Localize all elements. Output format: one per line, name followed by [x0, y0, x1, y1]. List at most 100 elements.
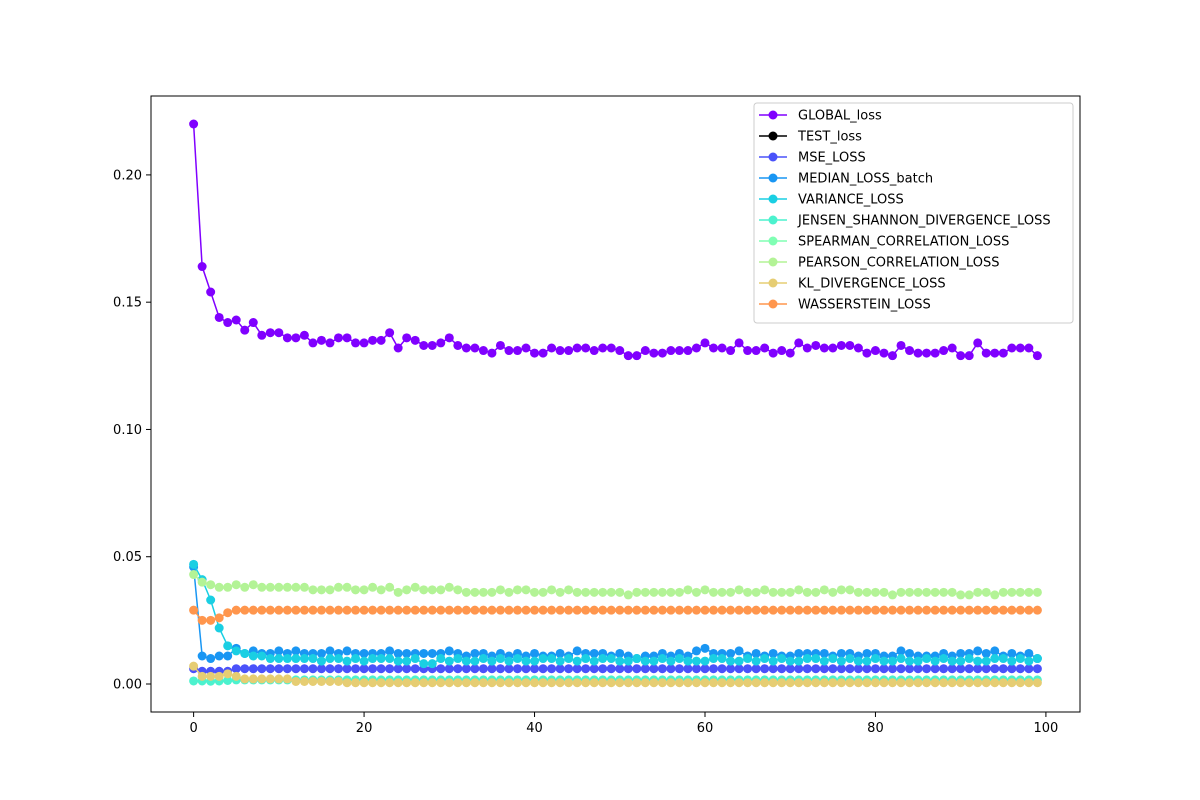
data-point [385, 582, 395, 592]
data-point [743, 346, 753, 356]
legend-label: VARIANCE_LOSS [798, 193, 904, 208]
data-point [819, 605, 829, 615]
data-point [768, 664, 778, 674]
data-point [325, 585, 335, 595]
legend-marker [768, 173, 778, 183]
data-point [555, 605, 565, 615]
data-point [683, 585, 693, 595]
data-point [640, 664, 650, 674]
data-point [487, 664, 497, 674]
data-point [538, 678, 548, 688]
data-point [615, 587, 625, 597]
data-point [828, 343, 838, 353]
data-point [802, 664, 812, 674]
data-point [853, 678, 863, 688]
data-point [342, 582, 352, 592]
data-point [998, 587, 1008, 597]
data-point [930, 587, 940, 597]
data-point [1032, 664, 1042, 674]
data-point [197, 651, 207, 661]
data-point [368, 654, 378, 664]
data-point [981, 605, 991, 615]
data-point [444, 605, 454, 615]
data-point [964, 678, 974, 688]
legend-item: TEST_loss [759, 130, 862, 145]
data-point [998, 605, 1008, 615]
data-point [223, 582, 233, 592]
legend-marker [768, 215, 778, 225]
data-point [461, 678, 471, 688]
data-point [794, 664, 804, 674]
data-point [973, 338, 983, 348]
data-point [606, 678, 616, 688]
data-point [231, 580, 241, 590]
data-point [521, 343, 531, 353]
data-point [811, 340, 821, 350]
legend-label: MEDIAN_LOSS_batch [798, 172, 933, 187]
data-point [819, 656, 829, 666]
data-point [930, 664, 940, 674]
data-point [717, 343, 727, 353]
data-point [709, 664, 719, 674]
data-point [973, 587, 983, 597]
data-point [760, 678, 770, 688]
data-point [956, 648, 966, 658]
data-point [402, 333, 412, 343]
data-point [905, 605, 915, 615]
data-point [334, 676, 343, 686]
data-point [581, 654, 591, 664]
data-point [939, 678, 949, 688]
data-point [351, 678, 361, 688]
data-point [700, 585, 710, 595]
data-point [939, 654, 949, 664]
data-point [589, 346, 599, 356]
data-point [964, 654, 974, 664]
data-point [649, 605, 659, 615]
data-point [453, 340, 463, 350]
data-point [495, 605, 505, 615]
x-tick-label: 40 [526, 721, 543, 736]
data-point [291, 646, 301, 656]
data-point [453, 605, 463, 615]
data-point [870, 605, 880, 615]
data-point [990, 664, 1000, 674]
data-point [853, 343, 863, 353]
data-point [777, 678, 787, 688]
data-point [214, 623, 224, 633]
data-point [709, 605, 719, 615]
data-point [376, 678, 386, 688]
data-point [811, 587, 821, 597]
data-point [751, 656, 761, 666]
data-point [385, 328, 395, 338]
data-point [973, 646, 983, 656]
legend-marker [768, 257, 778, 267]
data-point [700, 678, 710, 688]
data-point [657, 605, 667, 615]
data-point [512, 346, 522, 356]
data-point [257, 664, 267, 674]
data-point [282, 582, 292, 592]
data-point [930, 678, 940, 688]
data-point [1015, 343, 1025, 353]
data-point [436, 654, 446, 664]
data-point [896, 340, 906, 350]
data-point [606, 664, 616, 674]
data-point [402, 664, 412, 674]
data-point [870, 654, 880, 664]
y-tick-label: 0.20 [113, 168, 142, 183]
data-point [836, 585, 846, 595]
data-point [828, 678, 838, 688]
data-point [240, 605, 250, 615]
legend-marker [768, 299, 778, 309]
data-point [564, 346, 574, 356]
legend-marker [768, 194, 778, 204]
data-point [751, 664, 761, 674]
data-point [316, 585, 326, 595]
data-point [487, 587, 497, 597]
data-point [709, 678, 719, 688]
data-point [760, 654, 770, 664]
data-point [691, 656, 701, 666]
data-point [853, 664, 863, 674]
data-point [547, 585, 557, 595]
data-point [393, 343, 403, 353]
